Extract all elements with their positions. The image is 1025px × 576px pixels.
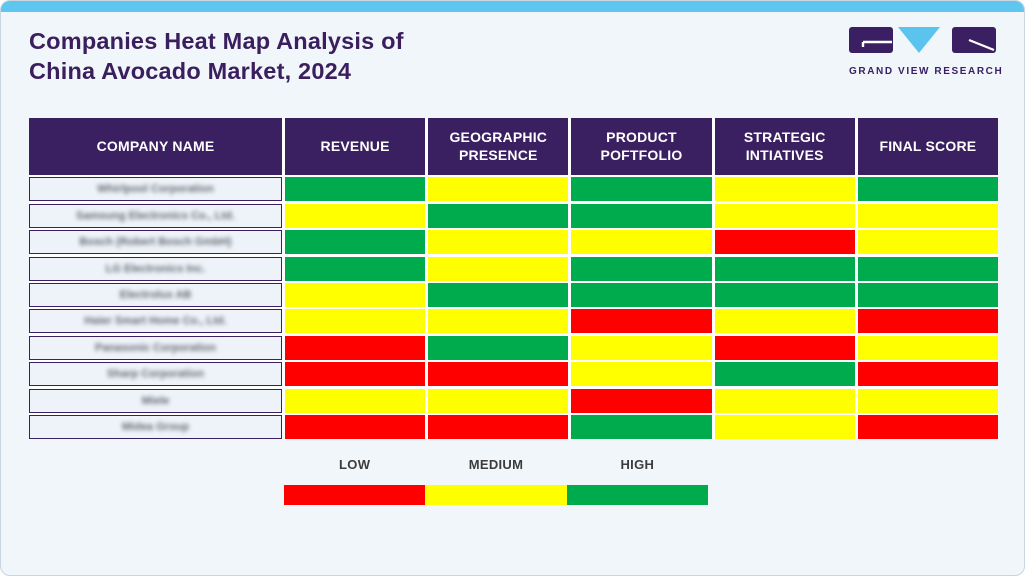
gvr-logo-icon <box>849 27 996 53</box>
company-cell: Bosch (Robert Bosch GmbH) <box>29 230 282 255</box>
company-name: Whirlpool Corporation <box>97 183 214 196</box>
heat-cell-low <box>428 362 569 387</box>
column-header-revenue: REVENUE <box>285 118 426 175</box>
heat-cell-high <box>285 230 426 255</box>
heat-cell-low <box>285 362 426 387</box>
company-name: Sharp Corporation <box>106 368 205 381</box>
heat-cell-medium <box>857 230 998 255</box>
heat-cell-low <box>428 414 569 439</box>
column-header-product-poftfolio: PRODUCT POFTFOLIO <box>571 118 712 175</box>
legend-label-high: HIGH <box>620 457 655 472</box>
legend-labels: LOW MEDIUM HIGH <box>284 457 708 472</box>
heat-cell-high <box>285 256 426 281</box>
heat-cell-high <box>571 282 712 307</box>
heat-cell-high <box>714 282 855 307</box>
heat-cell-medium <box>714 203 855 228</box>
heat-cell-medium <box>285 388 426 413</box>
heat-cell-medium <box>857 335 998 360</box>
company-cell: Panasonic Corporation <box>29 335 282 360</box>
heat-cell-high <box>428 203 569 228</box>
legend-color-bar <box>284 485 708 505</box>
company-cell: Whirlpool Corporation <box>29 177 282 202</box>
company-name: Miele <box>141 394 170 407</box>
heat-cell-medium <box>857 203 998 228</box>
company-cell: Miele <box>29 388 282 413</box>
heat-cell-medium <box>428 388 569 413</box>
heat-cell-high <box>428 282 569 307</box>
heat-cell-low <box>571 388 712 413</box>
heat-cell-medium <box>714 388 855 413</box>
heat-cell-medium <box>857 388 998 413</box>
heat-cell-high <box>857 177 998 202</box>
column-header-company: COMPANY NAME <box>29 118 282 175</box>
heat-cell-high <box>714 256 855 281</box>
legend-swatch-low <box>284 485 426 505</box>
company-name: Haier Smart Home Co., Ltd. <box>84 315 227 328</box>
company-cell: LG Electronics Inc. <box>29 256 282 281</box>
heat-cell-high <box>857 256 998 281</box>
heat-cell-low <box>285 335 426 360</box>
gvr-logo-text: GRAND VIEW RESEARCH <box>849 66 1004 77</box>
column-header-final-score: FINAL SCORE <box>857 118 998 175</box>
heat-cell-medium <box>428 230 569 255</box>
top-accent-bar <box>1 1 1024 12</box>
company-name: Panasonic Corporation <box>94 341 217 354</box>
legend: LOW MEDIUM HIGH <box>284 457 708 505</box>
legend-label-medium: MEDIUM <box>468 457 524 472</box>
heat-cell-high <box>857 282 998 307</box>
heat-cell-high <box>571 256 712 281</box>
page-title-line2: China Avocado Market, 2024 <box>29 58 352 84</box>
company-name: Bosch (Robert Bosch GmbH) <box>79 236 232 249</box>
company-cell: Samsung Electronics Co., Ltd. <box>29 203 282 228</box>
company-cell: Sharp Corporation <box>29 362 282 387</box>
heat-cell-medium <box>714 414 855 439</box>
company-cell: Midea Group <box>29 414 282 439</box>
page-title-line1: Companies Heat Map Analysis of <box>29 28 404 54</box>
company-cell: Electrolux AB <box>29 282 282 307</box>
heat-cell-high <box>428 335 569 360</box>
heat-cell-medium <box>714 177 855 202</box>
heat-cell-high <box>714 362 855 387</box>
heat-cell-medium <box>428 309 569 334</box>
heat-cell-low <box>857 414 998 439</box>
heat-cell-low <box>857 309 998 334</box>
legend-swatch-high <box>566 485 708 505</box>
heat-cell-medium <box>285 203 426 228</box>
company-name: LG Electronics Inc. <box>105 262 206 275</box>
gvr-logo: GRAND VIEW RESEARCH <box>849 27 1004 77</box>
heat-cell-medium <box>571 362 712 387</box>
company-name: Midea Group <box>121 420 190 433</box>
heat-cell-low <box>714 230 855 255</box>
heat-cell-medium <box>571 335 712 360</box>
heat-cell-low <box>714 335 855 360</box>
company-name: Electrolux AB <box>119 288 192 301</box>
heat-cell-high <box>571 203 712 228</box>
column-header-strategic-intiatives: STRATEGIC INTIATIVES <box>714 118 855 175</box>
column-header-geographic-presence: GEOGRAPHIC PRESENCE <box>428 118 569 175</box>
heat-cell-low <box>571 309 712 334</box>
heat-cell-low <box>285 414 426 439</box>
page-title: Companies Heat Map Analysis of China Avo… <box>29 26 404 86</box>
heat-cell-medium <box>428 177 569 202</box>
legend-label-low: LOW <box>339 457 371 472</box>
company-name: Samsung Electronics Co., Ltd. <box>76 209 235 222</box>
heat-cell-low <box>857 362 998 387</box>
heat-cell-medium <box>714 309 855 334</box>
heatmap-table: COMPANY NAME REVENUE GEOGRAPHIC PRESENCE PR… <box>29 118 998 439</box>
heat-cell-high <box>571 414 712 439</box>
heat-cell-medium <box>428 256 569 281</box>
company-cell: Haier Smart Home Co., Ltd. <box>29 309 282 334</box>
legend-swatch-medium <box>425 485 567 505</box>
heat-cell-high <box>285 177 426 202</box>
heat-cell-high <box>571 177 712 202</box>
heat-cell-medium <box>571 230 712 255</box>
heat-cell-medium <box>285 282 426 307</box>
heat-cell-medium <box>285 309 426 334</box>
